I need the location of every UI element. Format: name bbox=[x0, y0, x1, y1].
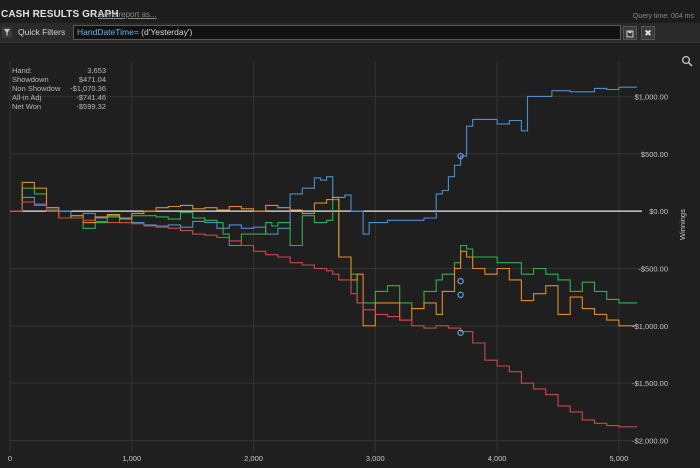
stat-label: Non Showdow bbox=[12, 84, 61, 93]
x-tick-label: 5,000 bbox=[609, 454, 628, 463]
y-tick-label: $0.00 bbox=[649, 207, 668, 216]
stat-row-non-showdown: Non Showdow -$1,070.36 bbox=[12, 84, 106, 93]
filter-field: HandDateTime= bbox=[77, 27, 139, 37]
stat-value: -$599.32 bbox=[76, 102, 106, 111]
y-tick-label: -$500.00 bbox=[638, 264, 668, 273]
save-icon bbox=[626, 30, 634, 38]
header-bar: CASH RESULTS GRAPH Save report as... Que… bbox=[0, 0, 700, 22]
stats-panel: Hand: 3,653 Showdown $471.04 Non Showdow -$… bbox=[12, 66, 106, 111]
y-tick-label: -$1,000.00 bbox=[632, 322, 668, 331]
series-marker-showdown bbox=[457, 152, 464, 160]
stat-value: -$741.46 bbox=[76, 93, 106, 102]
filter-icon[interactable] bbox=[2, 27, 12, 38]
series-line-all-in-adj bbox=[10, 187, 638, 310]
page-title: CASH RESULTS GRAPH bbox=[1, 9, 119, 20]
stat-label: All-in Adj bbox=[12, 93, 42, 102]
stat-row-showdown: Showdown $471.04 bbox=[12, 75, 106, 84]
x-tick-label: 2,000 bbox=[244, 454, 263, 463]
series-marker-all-in-adj bbox=[457, 277, 464, 285]
zoom-icon[interactable] bbox=[681, 55, 693, 67]
y-tick-label: -$1,500.00 bbox=[632, 379, 668, 388]
series-marker-non-showdown bbox=[457, 329, 464, 336]
x-tick-label: 0 bbox=[8, 454, 12, 463]
stat-label: Hand: bbox=[12, 66, 33, 75]
save-report-link[interactable]: Save report as... bbox=[98, 10, 157, 19]
stat-row-hand: Hand: 3,653 bbox=[12, 66, 106, 75]
stat-value: -$1,070.36 bbox=[70, 84, 106, 93]
filter-expression-input[interactable]: HandDateTime= (d'Yesterday') bbox=[73, 25, 621, 40]
close-icon: ✖ bbox=[644, 28, 652, 38]
quick-filters-label: Quick Filters bbox=[18, 27, 66, 37]
series-line-non-showdown bbox=[10, 201, 638, 428]
x-tick-label: 4,000 bbox=[488, 454, 507, 463]
stat-row-net-won: Net Won -$599.32 bbox=[12, 102, 106, 111]
save-filter-button[interactable] bbox=[623, 26, 637, 40]
series-line-net-won bbox=[10, 181, 638, 327]
x-tick-label: 3,000 bbox=[366, 454, 385, 463]
series-marker-net-won bbox=[457, 291, 464, 299]
stat-label: Net Won bbox=[12, 102, 42, 111]
stat-value: $471.04 bbox=[78, 75, 106, 84]
y-axis-label: Winnings bbox=[678, 209, 687, 240]
query-time: Query time: 004 ms bbox=[632, 13, 694, 20]
y-tick-label: $500.00 bbox=[641, 150, 668, 159]
quick-filter-bar: Quick Filters HandDateTime= (d'Yesterday… bbox=[0, 23, 700, 43]
stat-row-all-in-adj: All-in Adj -$741.46 bbox=[12, 93, 106, 102]
stat-value: 3,653 bbox=[87, 66, 106, 75]
x-tick-label: 1,000 bbox=[122, 454, 141, 463]
stat-label: Showdown bbox=[12, 75, 49, 84]
y-tick-label: -$2,000.00 bbox=[632, 437, 668, 446]
y-tick-label: $1,000.00 bbox=[635, 92, 668, 101]
filter-value: (d'Yesterday') bbox=[138, 27, 193, 37]
clear-filter-button[interactable]: ✖ bbox=[641, 26, 655, 40]
